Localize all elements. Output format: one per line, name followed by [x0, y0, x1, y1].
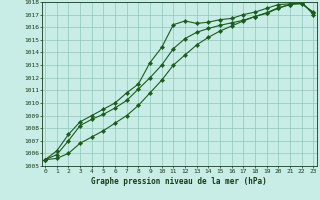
X-axis label: Graphe pression niveau de la mer (hPa): Graphe pression niveau de la mer (hPa) — [91, 177, 267, 186]
